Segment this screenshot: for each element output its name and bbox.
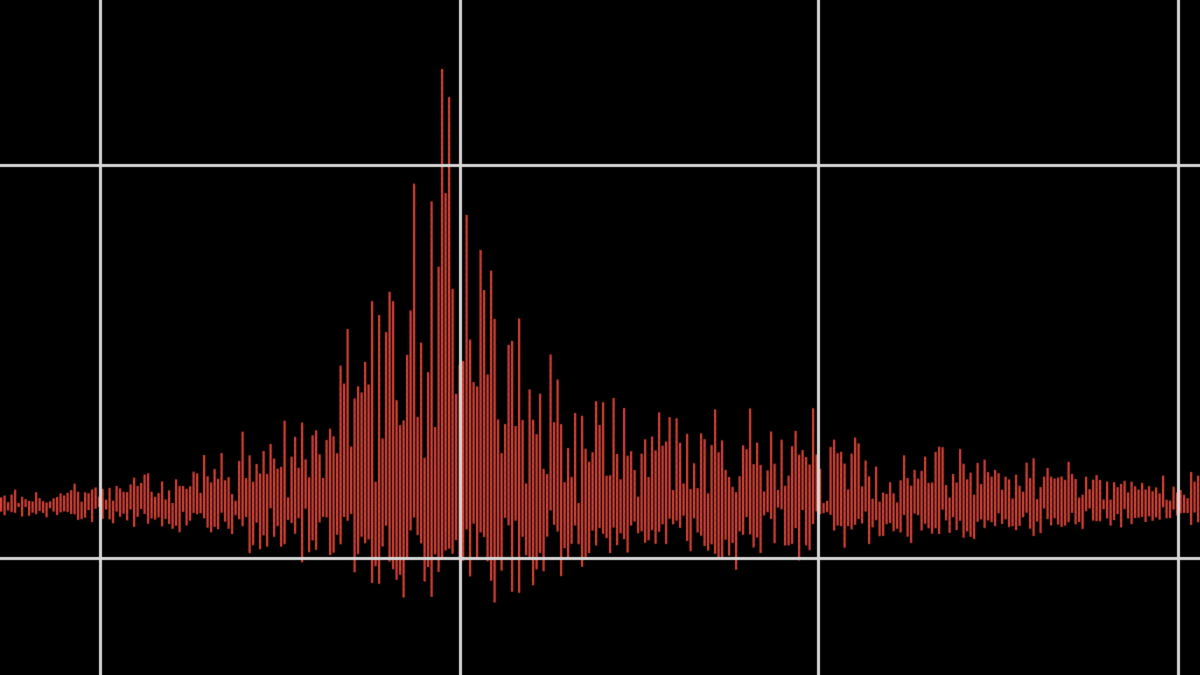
waveform-canvas <box>0 0 1200 675</box>
waveform-chart <box>0 0 1200 675</box>
